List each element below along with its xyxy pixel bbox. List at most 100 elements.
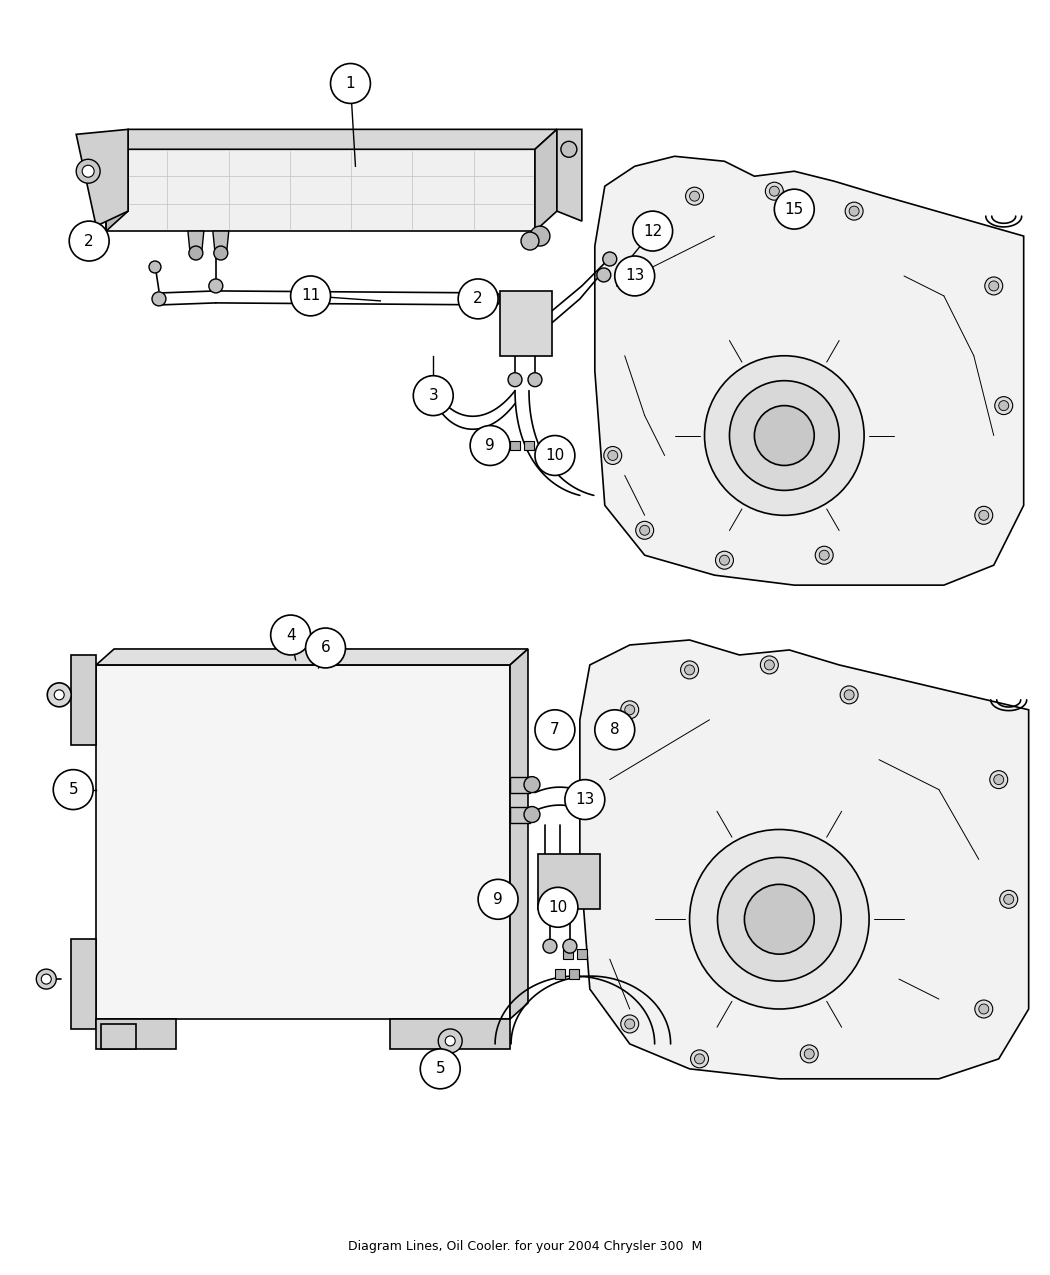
Text: 3: 3 — [428, 388, 438, 403]
Polygon shape — [569, 969, 579, 979]
Circle shape — [534, 436, 574, 476]
Circle shape — [1000, 890, 1017, 908]
Circle shape — [41, 974, 51, 984]
Text: 2: 2 — [474, 292, 483, 306]
Polygon shape — [594, 157, 1024, 585]
Circle shape — [639, 525, 650, 536]
Circle shape — [690, 191, 699, 201]
Circle shape — [625, 705, 634, 715]
Polygon shape — [580, 640, 1029, 1079]
Circle shape — [686, 187, 704, 205]
Circle shape — [979, 510, 989, 520]
Polygon shape — [563, 949, 573, 959]
Circle shape — [800, 1046, 818, 1063]
Circle shape — [804, 1049, 814, 1058]
Circle shape — [608, 450, 617, 460]
Circle shape — [680, 660, 698, 678]
Text: 7: 7 — [550, 722, 560, 737]
Circle shape — [484, 291, 500, 307]
Circle shape — [331, 64, 371, 103]
Circle shape — [744, 885, 814, 954]
Polygon shape — [510, 649, 528, 1019]
Circle shape — [458, 279, 498, 319]
Circle shape — [815, 546, 834, 565]
Polygon shape — [97, 649, 528, 666]
Polygon shape — [77, 129, 128, 226]
Polygon shape — [510, 776, 530, 793]
Circle shape — [645, 231, 654, 241]
Polygon shape — [576, 949, 587, 959]
Circle shape — [999, 400, 1009, 411]
Circle shape — [530, 226, 550, 246]
Polygon shape — [556, 129, 582, 221]
Circle shape — [306, 629, 345, 668]
Circle shape — [994, 397, 1012, 414]
Circle shape — [189, 246, 203, 260]
Polygon shape — [97, 1019, 176, 1049]
Circle shape — [1004, 894, 1013, 904]
Circle shape — [819, 551, 830, 560]
Circle shape — [594, 710, 634, 750]
Text: 10: 10 — [545, 448, 565, 463]
Circle shape — [974, 506, 992, 524]
Text: 10: 10 — [548, 900, 568, 914]
Circle shape — [508, 372, 522, 386]
Text: 11: 11 — [301, 288, 320, 303]
Text: 5: 5 — [436, 1061, 445, 1076]
Polygon shape — [106, 149, 534, 231]
Circle shape — [478, 880, 518, 919]
Circle shape — [291, 275, 331, 316]
Text: 15: 15 — [784, 201, 804, 217]
Circle shape — [524, 807, 540, 822]
Circle shape — [635, 521, 654, 539]
Circle shape — [596, 268, 611, 282]
Circle shape — [538, 887, 578, 927]
Polygon shape — [534, 129, 557, 231]
Circle shape — [979, 1003, 989, 1014]
Circle shape — [604, 446, 622, 464]
Circle shape — [614, 256, 654, 296]
Text: 13: 13 — [625, 269, 645, 283]
Circle shape — [82, 166, 94, 177]
Circle shape — [633, 212, 673, 251]
Polygon shape — [391, 1019, 510, 1049]
Circle shape — [849, 207, 859, 217]
Circle shape — [445, 1037, 456, 1045]
Circle shape — [770, 186, 779, 196]
Polygon shape — [213, 231, 229, 251]
Circle shape — [760, 655, 778, 674]
Circle shape — [209, 279, 223, 293]
Text: Diagram Lines, Oil Cooler. for your 2004 Chrysler 300  M: Diagram Lines, Oil Cooler. for your 2004… — [348, 1241, 702, 1253]
Bar — [500, 291, 552, 356]
Polygon shape — [188, 231, 204, 251]
Circle shape — [470, 426, 510, 465]
Circle shape — [985, 277, 1003, 295]
Polygon shape — [71, 655, 97, 745]
Text: 13: 13 — [575, 792, 594, 807]
Text: 1: 1 — [345, 76, 355, 91]
Circle shape — [717, 857, 841, 980]
Bar — [538, 854, 600, 909]
Circle shape — [844, 690, 854, 700]
Circle shape — [214, 246, 228, 260]
Polygon shape — [97, 666, 510, 1019]
Circle shape — [974, 1000, 992, 1017]
Circle shape — [47, 683, 71, 706]
Polygon shape — [554, 969, 565, 979]
Circle shape — [989, 280, 999, 291]
Circle shape — [774, 189, 814, 230]
Polygon shape — [524, 441, 534, 450]
Text: 8: 8 — [610, 722, 620, 737]
Circle shape — [55, 690, 64, 700]
Circle shape — [705, 356, 864, 515]
Circle shape — [715, 551, 734, 569]
Circle shape — [534, 710, 574, 750]
Circle shape — [990, 770, 1008, 789]
Circle shape — [719, 555, 730, 565]
Circle shape — [694, 1054, 705, 1063]
Text: 2: 2 — [84, 233, 93, 249]
Polygon shape — [71, 940, 97, 1029]
Circle shape — [414, 376, 454, 416]
Circle shape — [621, 701, 638, 719]
Circle shape — [589, 802, 601, 813]
